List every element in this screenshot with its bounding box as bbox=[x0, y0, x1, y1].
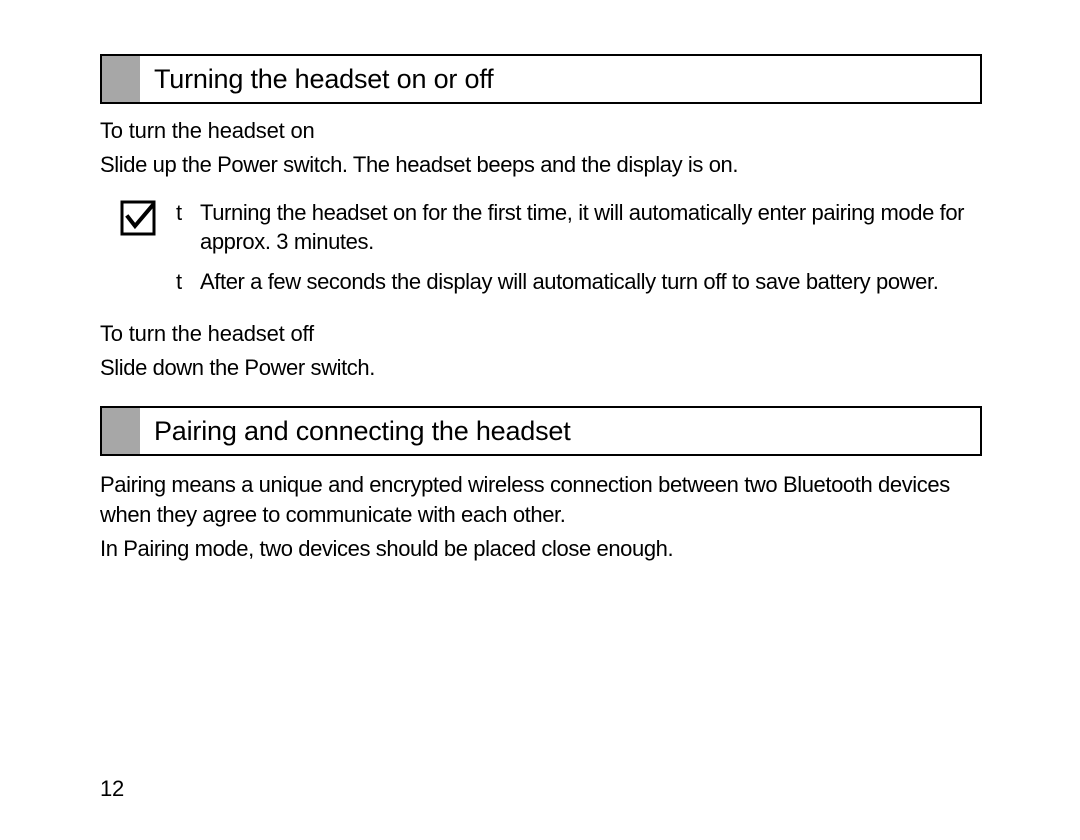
subheading-on: To turn the headset on bbox=[100, 118, 982, 144]
body-text: Slide up the Power switch. The headset b… bbox=[100, 150, 982, 180]
page-content: Turning the headset on or off To turn th… bbox=[100, 54, 982, 564]
body-text: Slide down the Power switch. bbox=[100, 353, 982, 383]
section-header-pairing: Pairing and connecting the headset bbox=[100, 406, 982, 456]
note-text: Turning the headset on for the first tim… bbox=[200, 198, 972, 257]
subheading-off: To turn the headset off bbox=[100, 321, 982, 347]
section-tab bbox=[102, 56, 140, 102]
section-title: Pairing and connecting the headset bbox=[140, 408, 571, 454]
note-item: t Turning the headset on for the first t… bbox=[176, 198, 972, 257]
note-item: t After a few seconds the display will a… bbox=[176, 267, 972, 297]
section-header-turning: Turning the headset on or off bbox=[100, 54, 982, 104]
note-content: t Turning the headset on for the first t… bbox=[176, 198, 972, 307]
body-text: In Pairing mode, two devices should be p… bbox=[100, 534, 982, 564]
note-text: After a few seconds the display will aut… bbox=[200, 267, 972, 297]
page-number: 12 bbox=[100, 776, 124, 802]
note-box: t Turning the headset on for the first t… bbox=[100, 198, 982, 307]
section-tab bbox=[102, 408, 140, 454]
bullet-glyph: t bbox=[176, 267, 200, 297]
section-title: Turning the headset on or off bbox=[140, 56, 493, 102]
check-icon bbox=[120, 200, 156, 236]
body-text: Pairing means a unique and encrypted wir… bbox=[100, 470, 982, 529]
bullet-glyph: t bbox=[176, 198, 200, 257]
